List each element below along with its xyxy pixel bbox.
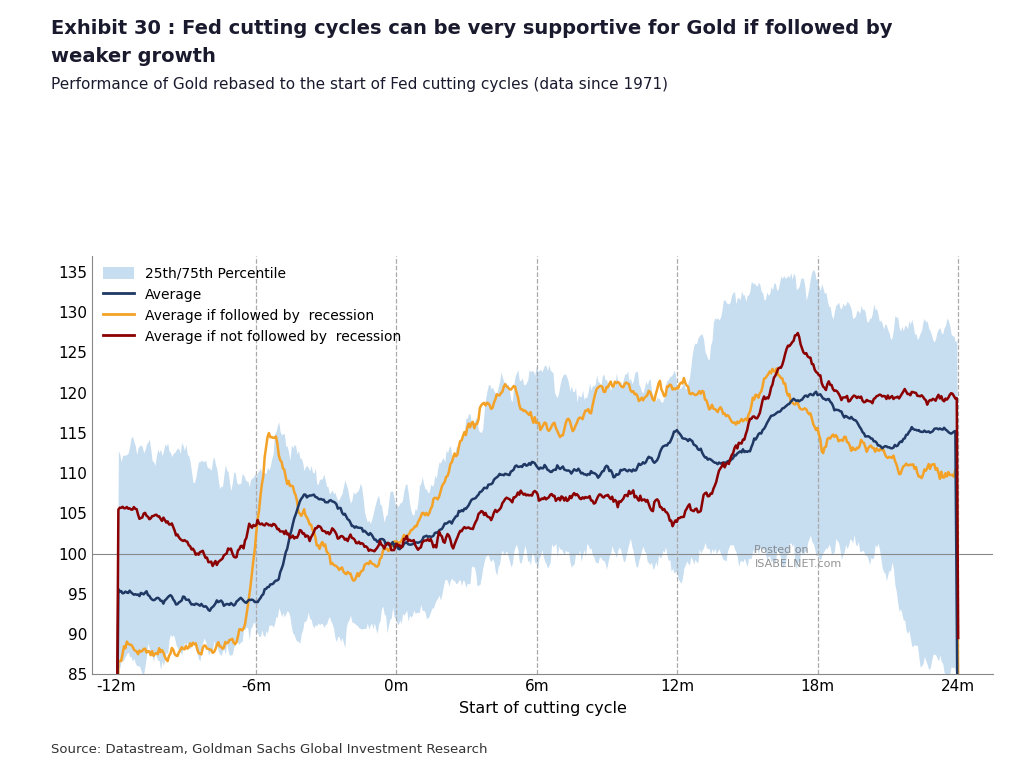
Text: weaker growth: weaker growth xyxy=(51,46,216,66)
Text: Source: Datastream, Goldman Sachs Global Investment Research: Source: Datastream, Goldman Sachs Global… xyxy=(51,742,487,756)
Text: Posted on
ISABELNET.com: Posted on ISABELNET.com xyxy=(755,545,842,569)
Text: Performance of Gold rebased to the start of Fed cutting cycles (data since 1971): Performance of Gold rebased to the start… xyxy=(51,78,669,92)
Text: Exhibit 30 : Fed cutting cycles can be very supportive for Gold if followed by: Exhibit 30 : Fed cutting cycles can be v… xyxy=(51,19,893,39)
Legend: 25th/75th Percentile, Average, Average if followed by  recession, Average if not: 25th/75th Percentile, Average, Average i… xyxy=(99,263,406,348)
X-axis label: Start of cutting cycle: Start of cutting cycle xyxy=(459,701,627,716)
